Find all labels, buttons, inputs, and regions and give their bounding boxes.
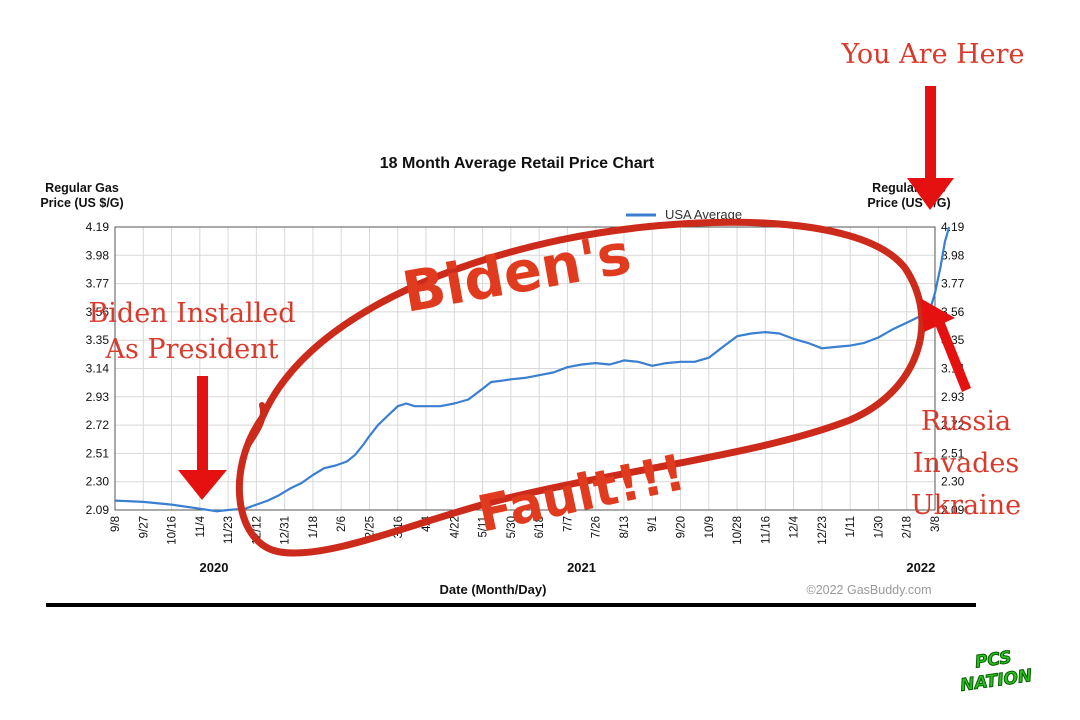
x-tick-label: 11/16: [760, 516, 772, 544]
legend-label: USA Average: [665, 207, 742, 222]
x-tick-label: 10/16: [167, 516, 179, 545]
x-tick-label: 9/20: [676, 516, 688, 538]
annotation-russia-line2: Invades: [913, 448, 1020, 479]
arrow-head: [920, 298, 955, 332]
series-line-usa-average: [114, 226, 951, 513]
annotation-loop-tail: [245, 402, 266, 448]
year-label: 2022: [906, 560, 935, 575]
y-tick-label-right: 3.77: [941, 277, 965, 291]
y-tick-label-left: 2.51: [86, 446, 110, 460]
y-tick-label-right: 2.30: [941, 475, 965, 489]
year-label: 2021: [567, 560, 596, 575]
x-tick-label: 9/8: [110, 516, 122, 532]
x-tick-label: 9/27: [138, 516, 150, 538]
x-tick-label: 5/11: [478, 516, 490, 538]
y-ticks-left: 4.19 3.98 3.77 3.56 3.35 3.14 2.93 2.72 2.51 2.30…: [86, 220, 110, 517]
y-tick-label-left: 4.19: [86, 220, 110, 234]
x-tick-label: 12/4: [789, 515, 801, 538]
x-tick-label: 10/9: [704, 516, 716, 538]
logo-line2: NATION: [959, 666, 1033, 696]
pcs-nation-logo: PCS NATION: [959, 647, 1034, 696]
y-axis-label-left-line2: Price (US $/G): [40, 196, 123, 210]
x-tick-label: 11/23: [223, 516, 235, 544]
y-tick-label-left: 3.14: [86, 362, 110, 376]
arrow-shaft: [934, 318, 971, 392]
x-tick-label: 9/1: [647, 516, 659, 532]
y-tick-label-right: 3.98: [941, 248, 965, 262]
bottom-divider: [46, 603, 976, 607]
annotation-russia-line3: Ukraine: [911, 490, 1021, 521]
annotation-bidens: Biden's: [398, 222, 636, 326]
x-tick-label: 6/18: [534, 516, 546, 538]
arrow-shaft: [925, 86, 936, 181]
x-tick-label: 2/6: [336, 516, 348, 532]
x-tick-label: 12/31: [280, 516, 292, 545]
y-tick-label-right: 2.51: [941, 446, 965, 460]
x-tick-label: 2/18: [902, 516, 914, 538]
y-tick-label-left: 3.98: [86, 248, 110, 262]
x-tick-label: 5/30: [506, 516, 518, 538]
arrow-biden-installed: [178, 376, 227, 500]
arrow-russia: [920, 298, 971, 392]
arrow-shaft: [197, 376, 208, 474]
annotation-russia-line1: Russia: [921, 406, 1011, 437]
year-label: 2020: [200, 560, 229, 575]
y-tick-label-right: 2.72: [941, 418, 965, 432]
y-tick-label-left: 3.56: [86, 305, 110, 319]
x-tick-label: 12/23: [817, 516, 829, 545]
annotation-biden-installed-line1: Biden Installed: [88, 298, 295, 329]
copyright: ©2022 GasBuddy.com: [806, 583, 931, 597]
arrow-head: [178, 470, 227, 500]
y-tick-label-left: 3.35: [86, 333, 110, 347]
x-ticks: 9/8 9/27 10/16 11/4 11/23 12/12 12/31 1/18 2/6 2/…: [110, 515, 942, 544]
y-tick-label-left: 2.09: [86, 503, 110, 517]
x-tick-label: 8/13: [619, 516, 631, 538]
x-tick-label: 2/25: [364, 516, 376, 538]
y-tick-label-left: 3.77: [86, 277, 110, 291]
plot-frame: [114, 226, 936, 511]
x-axis-label: Date (Month/Day): [440, 582, 547, 597]
arrow-head: [907, 178, 954, 210]
arrow-you-are-here: [907, 86, 954, 210]
x-tick-label: 7/26: [591, 516, 603, 538]
x-tick-label: 1/18: [308, 516, 320, 538]
y-tick-label-right: 2.09: [941, 503, 965, 517]
x-tick-label: 4/22: [449, 516, 461, 538]
y-tick-label-left: 2.30: [86, 475, 110, 489]
y-tick-label-right: 4.19: [941, 220, 965, 234]
y-axis-label-left-line1: Regular Gas: [45, 181, 119, 195]
x-tick-label: 10/28: [732, 516, 744, 545]
x-tick-label: 3/8: [930, 516, 942, 532]
logo-line1: PCS: [974, 648, 1013, 673]
x-tick-label: 1/30: [873, 516, 885, 538]
annotation-loop: [235, 218, 926, 557]
annotation-biden-installed-line2: As President: [105, 334, 279, 365]
chart-title: 18 Month Average Retail Price Chart: [380, 155, 655, 172]
x-tick-label: 11/4: [195, 515, 207, 537]
year-labels: 2020 2021 2022: [200, 560, 936, 575]
annotation-you-are-here: You Are Here: [840, 39, 1024, 70]
y-tick-label-left: 2.93: [86, 390, 110, 404]
legend: USA Average: [626, 207, 742, 222]
x-tick-label: 1/11: [845, 516, 857, 538]
y-tick-label-left: 2.72: [86, 418, 110, 432]
x-tick-label: 7/7: [562, 516, 574, 532]
y-tick-label-right: 2.93: [941, 390, 965, 404]
